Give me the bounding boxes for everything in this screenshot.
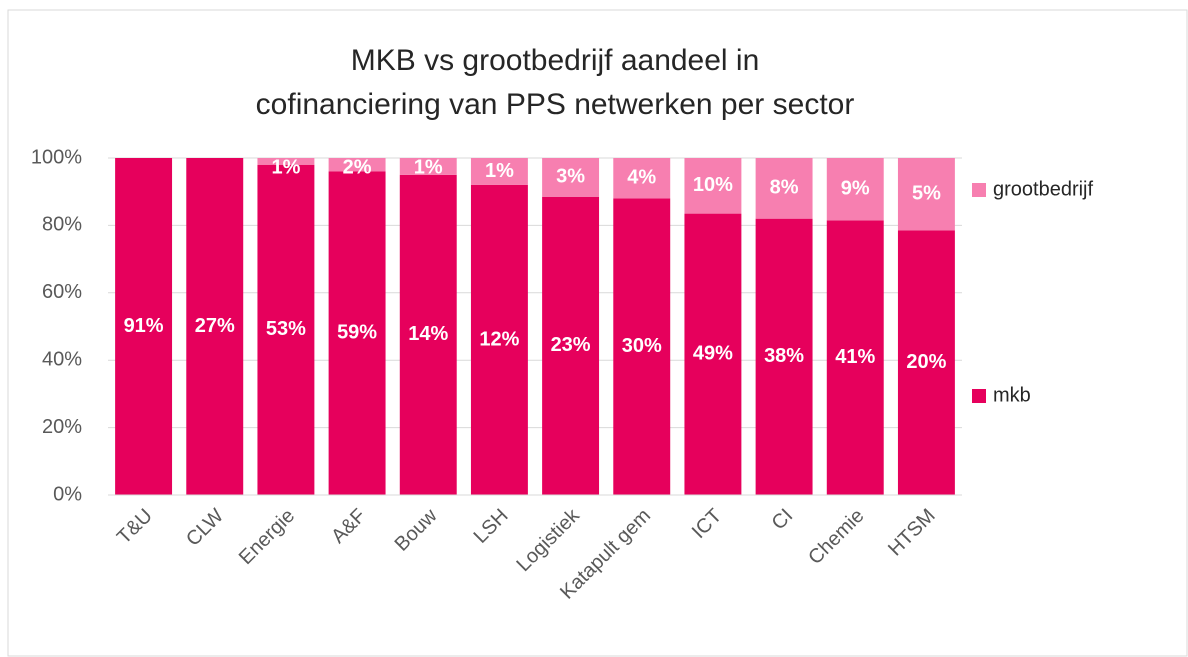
bar-segment — [257, 158, 315, 165]
data-label: 8% — [770, 177, 799, 199]
y-tick-label: 20% — [42, 416, 82, 438]
bar-segment — [826, 158, 884, 221]
y-tick-label: 0% — [53, 483, 82, 505]
data-label: 1% — [414, 156, 443, 178]
chart-title: cofinanciering van PPS netwerken per sec… — [256, 88, 855, 121]
bar-segment — [470, 158, 528, 185]
data-label: 9% — [841, 177, 870, 199]
data-label: 59% — [337, 322, 377, 344]
data-label: 53% — [266, 318, 306, 340]
bar-segment — [684, 213, 742, 496]
data-label: 1% — [485, 160, 514, 182]
data-label: 27% — [195, 315, 235, 337]
bar-segment — [755, 218, 813, 495]
data-label: 30% — [622, 335, 662, 357]
bar-segment — [542, 158, 600, 197]
data-label: 41% — [835, 346, 875, 368]
y-tick-label: 60% — [42, 281, 82, 303]
data-label: 10% — [693, 174, 733, 196]
bar-segment — [328, 158, 386, 172]
bar-segment — [399, 158, 457, 175]
data-label: 3% — [556, 166, 585, 188]
bar-segment — [470, 184, 528, 495]
data-label: 20% — [906, 351, 946, 373]
bar-segment — [897, 230, 955, 495]
bar-segment — [542, 196, 600, 495]
data-label: 12% — [479, 328, 519, 350]
chart-title: MKB vs grootbedrijf aandeel in — [351, 44, 760, 77]
y-tick-label: 40% — [42, 348, 82, 370]
data-label: 4% — [627, 167, 656, 189]
bar-segment — [826, 220, 884, 495]
bar-segment — [755, 158, 813, 219]
bar-segment — [897, 158, 955, 231]
data-label: 91% — [124, 315, 164, 337]
legend-label: mkb — [993, 384, 1031, 406]
bar-segment — [115, 158, 173, 495]
bar-segment — [186, 158, 244, 495]
bar-segment — [399, 174, 457, 495]
data-label: 23% — [551, 334, 591, 356]
bar-segment — [328, 171, 386, 496]
bar-segment — [613, 198, 671, 495]
data-label: 49% — [693, 343, 733, 365]
data-label: 1% — [271, 156, 300, 178]
data-label: 38% — [764, 345, 804, 367]
y-tick-label: 100% — [31, 146, 82, 168]
legend-swatch — [972, 183, 986, 197]
legend-label: grootbedrijf — [993, 178, 1094, 200]
y-tick-label: 80% — [42, 214, 82, 236]
data-label: 14% — [408, 323, 448, 345]
legend-swatch — [972, 389, 986, 403]
bar-segment — [684, 158, 742, 214]
data-label: 5% — [912, 183, 941, 205]
bar-segment — [257, 164, 315, 496]
bar-segment — [613, 158, 671, 199]
data-label: 2% — [343, 156, 372, 178]
